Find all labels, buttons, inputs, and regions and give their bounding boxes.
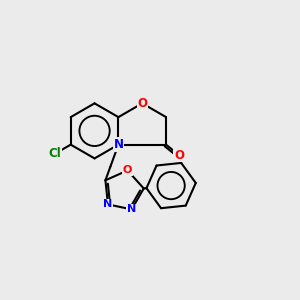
Text: O: O — [123, 166, 132, 176]
Text: O: O — [137, 97, 147, 110]
Text: O: O — [174, 148, 184, 161]
Text: N: N — [113, 138, 123, 151]
Text: N: N — [103, 200, 112, 209]
Text: N: N — [127, 204, 136, 214]
Text: Cl: Cl — [49, 147, 61, 160]
